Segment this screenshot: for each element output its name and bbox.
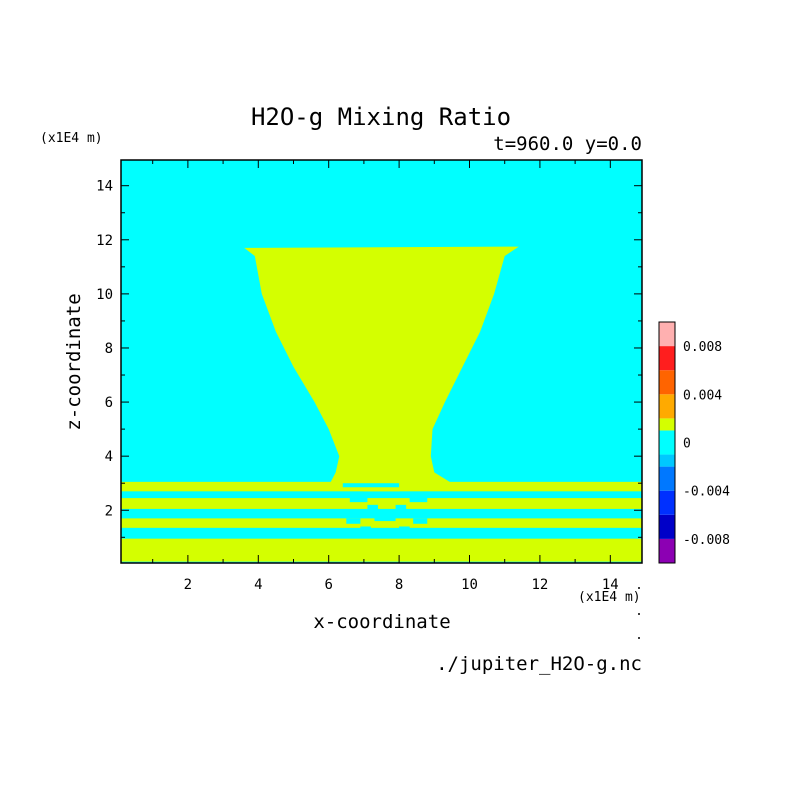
y-tick-label: 10	[96, 287, 113, 303]
x-tick-label: 14	[602, 577, 619, 593]
turbulent-cell	[395, 504, 407, 511]
colorbar-swatch	[659, 346, 675, 371]
colorbar-swatch	[659, 514, 675, 539]
y-tick-label: 8	[105, 341, 113, 357]
axes: 2 4 6 8 10 12 14 2 4 6 8 10 12 14	[96, 159, 643, 593]
colorbar-frame	[658, 321, 676, 564]
corner-dot	[638, 613, 640, 615]
colorbar-tick-label: -0.004	[683, 485, 730, 500]
turbulent-cell	[413, 518, 428, 524]
chart-title: H2O-g Mixing Ratio	[251, 103, 511, 131]
plot-corner-markers	[638, 587, 640, 639]
y-axis-unit: (x1E4 m)	[40, 131, 103, 146]
y-tick-label: 12	[96, 233, 113, 249]
vapor-layer	[121, 518, 642, 528]
colorbar-swatch	[659, 538, 675, 563]
colorbar-swatch	[659, 394, 675, 419]
y-tick-label: 4	[105, 449, 113, 465]
chart-subtitle: t=960.0 y=0.0	[493, 133, 642, 155]
corner-dot	[638, 587, 640, 589]
x-tick-label: 6	[324, 577, 332, 593]
y-tick-label: 6	[105, 395, 113, 411]
corner-dot	[638, 637, 640, 639]
turbulent-cell	[399, 526, 410, 532]
plot-frame	[120, 159, 643, 564]
x-axis-label: x-coordinate	[313, 611, 450, 633]
x-tick-label: 12	[531, 577, 548, 593]
x-tick-label: 10	[461, 577, 478, 593]
plot-area	[121, 160, 642, 563]
turbulent-cell	[349, 495, 368, 503]
vapor-layer	[121, 538, 642, 562]
colorbar-swatch	[659, 418, 675, 431]
y-axis-label: z-coordinate	[63, 293, 85, 430]
colorbar-swatch	[659, 430, 675, 455]
x-tick-label: 8	[395, 577, 403, 593]
x-axis-unit: (x1E4 m)	[578, 590, 641, 605]
colorbar-tick-label: -0.008	[683, 533, 730, 548]
colorbar: 0.008 0.004 0 -0.004 -0.008	[658, 321, 730, 564]
colorbar-swatch	[659, 490, 675, 515]
turbulent-cell	[346, 518, 361, 524]
turbulent-cell	[342, 483, 400, 488]
vapor-plume	[244, 246, 519, 492]
colorbar-swatch	[659, 454, 675, 467]
colorbar-tick-label: 0.008	[683, 340, 722, 355]
vapor-layer	[121, 498, 642, 509]
turbulent-cell	[374, 517, 396, 522]
colorbar-swatch	[659, 370, 675, 395]
y-tick-label: 2	[105, 503, 113, 519]
source-file-label: ./jupiter_H2O-g.nc	[436, 653, 642, 675]
colorbar-tick-label: 0.004	[683, 388, 722, 403]
x-tick-label: 4	[254, 577, 262, 593]
colorbar-tick-label: 0	[683, 437, 691, 452]
y-tick-label: 14	[96, 179, 113, 195]
turbulent-cell	[409, 495, 428, 503]
colorbar-swatch	[659, 466, 675, 491]
turbulent-cell	[360, 526, 371, 532]
colorbar-swatch	[659, 322, 675, 347]
turbulent-cell	[370, 492, 407, 496]
x-tick-label: 2	[184, 577, 192, 593]
turbulent-cell	[367, 504, 378, 511]
